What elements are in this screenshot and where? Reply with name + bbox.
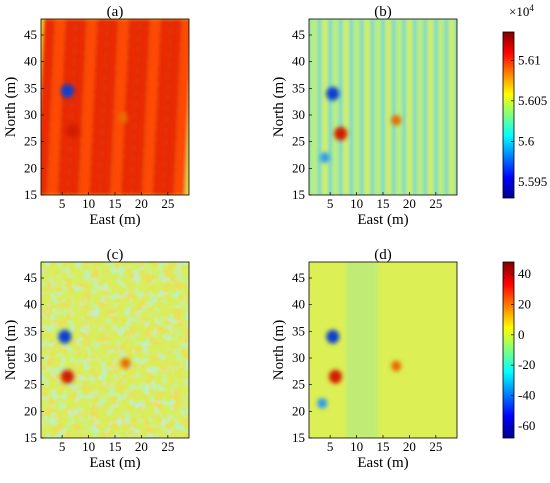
y-tick-label: 30 <box>24 107 37 122</box>
heatmap-image <box>309 262 457 438</box>
colorbar-tick-label: 40 <box>518 266 531 281</box>
colorbar-tick-label: -60 <box>518 418 535 433</box>
x-tick-label: 10 <box>82 439 95 454</box>
y-tick-label: 20 <box>24 403 37 418</box>
anomaly-high <box>60 369 74 384</box>
y-tick-label: 35 <box>24 323 37 338</box>
anomaly-low <box>58 329 72 344</box>
panel-b: 5 10 15 20 25 15 20 25 30 35 40 45 (b) East (m) North … <box>271 4 458 228</box>
anomaly-low <box>317 398 328 409</box>
y-tick-label: 25 <box>24 377 37 392</box>
colorbar-tick-label: -40 <box>518 388 535 403</box>
y-tick-label: 20 <box>292 160 305 175</box>
x-tick-label: 20 <box>403 439 416 454</box>
colorbar-tick-label: -20 <box>518 357 535 372</box>
x-tick-label: 20 <box>403 196 416 211</box>
panel-a: 5 10 15 20 25 15 20 25 30 35 40 45 (a) East (m) North … <box>3 4 190 228</box>
x-axis-label: East (m) <box>89 455 140 471</box>
panel-title: (d) <box>374 247 392 263</box>
anomaly-high <box>328 369 342 384</box>
y-axis-label: North (m) <box>3 77 19 137</box>
anomaly-high <box>391 360 402 372</box>
y-tick-label: 20 <box>292 403 305 418</box>
y-tick-label: 20 <box>24 160 37 175</box>
colorbar-top-bar <box>502 31 515 199</box>
heatmap-image <box>41 262 189 438</box>
anomaly-low <box>319 152 330 163</box>
x-tick-label: 5 <box>59 439 66 454</box>
panel-c: 5 10 15 20 25 15 20 25 30 35 40 45 (c) East (m) North … <box>3 247 190 471</box>
heatmap-image <box>41 19 189 195</box>
anomaly-low <box>326 329 340 344</box>
y-tick-label: 30 <box>24 350 37 365</box>
x-tick-label: 25 <box>429 439 442 454</box>
y-tick-label: 40 <box>292 54 305 69</box>
x-tick-label: 15 <box>377 196 390 211</box>
panel-title: (c) <box>107 247 124 263</box>
colorbar-top-multiplier: ×104 <box>509 3 534 19</box>
y-tick-label: 15 <box>292 430 305 445</box>
x-tick-label: 10 <box>82 196 95 211</box>
x-tick-label: 5 <box>59 196 66 211</box>
y-tick-label: 35 <box>292 323 305 338</box>
x-tick-label: 25 <box>161 439 174 454</box>
x-tick-label: 5 <box>327 439 334 454</box>
y-tick-label: 25 <box>292 377 305 392</box>
y-tick-label: 40 <box>292 297 305 312</box>
y-tick-label: 35 <box>292 80 305 95</box>
x-tick-label: 10 <box>350 196 363 211</box>
x-tick-label: 15 <box>377 439 390 454</box>
colorbar-bottom-bar <box>502 261 515 439</box>
y-axis-label: North (m) <box>271 320 287 380</box>
x-tick-label: 5 <box>327 196 334 211</box>
x-tick-label: 20 <box>135 439 148 454</box>
y-tick-label: 35 <box>24 80 37 95</box>
anomaly-low <box>326 86 340 101</box>
x-tick-label: 20 <box>135 196 148 211</box>
y-tick-label: 25 <box>292 134 305 149</box>
colorbar-tick-label: 5.6 <box>518 133 535 148</box>
panel-title: (b) <box>374 4 392 20</box>
anomaly-high <box>334 126 348 141</box>
x-tick-label: 15 <box>109 196 122 211</box>
x-tick-label: 15 <box>109 439 122 454</box>
y-tick-label: 30 <box>292 107 305 122</box>
y-tick-label: 15 <box>24 187 37 202</box>
colorbar-tick-label: 5.605 <box>518 93 547 108</box>
y-tick-label: 30 <box>292 350 305 365</box>
y-tick-label: 15 <box>292 187 305 202</box>
x-tick-label: 10 <box>350 439 363 454</box>
colorbar-bottom: 40 20 0 -20 -40 -60 <box>502 261 535 439</box>
y-tick-label: 45 <box>24 270 37 285</box>
y-axis-label: North (m) <box>271 77 287 137</box>
heatmap-image <box>309 19 457 195</box>
anomaly-high <box>117 112 128 123</box>
x-axis-label: East (m) <box>89 212 140 228</box>
colorbar-tick-label: 5.595 <box>518 174 547 189</box>
y-tick-label: 25 <box>24 134 37 149</box>
x-axis-label: East (m) <box>357 455 408 471</box>
y-tick-label: 45 <box>24 27 37 42</box>
anomaly-low <box>60 84 74 98</box>
x-tick-label: 25 <box>429 196 442 211</box>
y-tick-label: 45 <box>292 270 305 285</box>
colorbar-tick-label: 0 <box>518 327 525 342</box>
x-tick-label: 25 <box>161 196 174 211</box>
x-axis-label: East (m) <box>357 212 408 228</box>
colorbar-tick-label: 5.61 <box>518 52 541 67</box>
y-axis-label: North (m) <box>3 320 19 380</box>
y-tick-label: 40 <box>24 54 37 69</box>
panel-title: (a) <box>107 4 124 20</box>
anomaly-high <box>391 115 402 126</box>
colorbar-top: 5.61 5.605 5.6 5.595 ×104 <box>502 3 547 199</box>
y-tick-label: 45 <box>292 27 305 42</box>
anomaly-high <box>120 358 131 369</box>
y-tick-label: 15 <box>24 430 37 445</box>
anomaly-high <box>66 124 80 138</box>
panel-d: 5 10 15 20 25 15 20 25 30 35 40 45 (d) East (m) North … <box>271 247 458 471</box>
y-tick-label: 40 <box>24 297 37 312</box>
colorbar-tick-label: 20 <box>518 296 531 311</box>
